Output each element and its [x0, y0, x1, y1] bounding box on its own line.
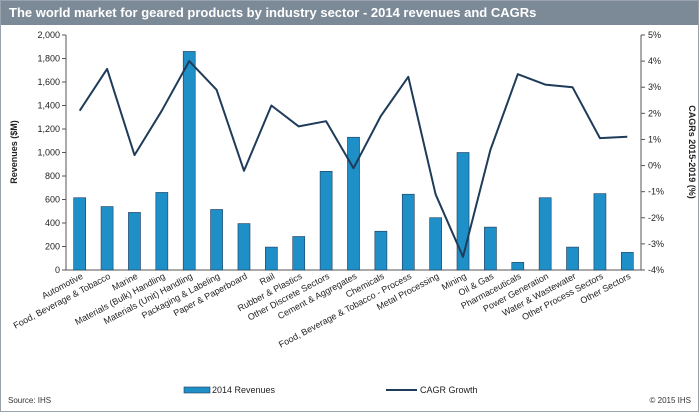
y-tick-label: 400 [45, 218, 60, 228]
bar-revenue [155, 192, 169, 271]
y2-tick-label: 2% [648, 108, 661, 118]
title-bar: The world market for geared products by … [1, 1, 698, 25]
bar-revenue [620, 252, 634, 271]
y2-tick-label: 4% [648, 56, 661, 66]
bar-revenue [401, 193, 415, 271]
y-tick-label: 1,600 [37, 77, 60, 87]
chart-title: The world market for geared products by … [9, 5, 537, 20]
bar-revenue [182, 51, 196, 271]
y2-tick-label: 0% [648, 161, 661, 171]
y2-tick-label: 3% [648, 82, 661, 92]
bar-revenue [128, 212, 141, 271]
legend-label-cagr: CAGR Growth [420, 385, 478, 395]
y-tick-label: 1,800 [37, 54, 60, 64]
y2-tick-label: 5% [648, 30, 661, 40]
y-tick-label: 2,000 [37, 30, 60, 40]
y-tick-label: 1,200 [37, 124, 60, 134]
bar-revenue [593, 193, 607, 271]
y2-tick-label: -3% [648, 239, 664, 249]
legend-label-revenues: 2014 Revenues [212, 385, 276, 395]
bar-revenue [538, 197, 552, 271]
y-tick-label: 0 [55, 265, 60, 275]
y-tick-label: 800 [45, 171, 60, 181]
bar-revenue [566, 246, 579, 271]
bars-layer [73, 51, 634, 271]
y-tick-label: 1,400 [37, 101, 60, 111]
line-layer [78, 60, 628, 258]
bar-revenue [292, 236, 306, 271]
bar-revenue [237, 223, 251, 271]
source-note: Source: IHS [8, 396, 51, 405]
y2-tick-label: -2% [648, 213, 664, 223]
y-tick-label: 1,000 [37, 148, 60, 158]
bar-revenue [456, 152, 470, 271]
bar-revenue [319, 171, 333, 271]
y2-tick-label: -4% [648, 265, 664, 275]
legend-swatch-revenues [183, 386, 211, 394]
y-axis-title: Revenues ($M) [9, 120, 19, 184]
bar-revenue [347, 136, 360, 271]
bar-revenue [210, 209, 223, 271]
bar-revenue [511, 262, 525, 271]
bar-revenue [100, 206, 114, 271]
y2-axis-title: CAGRs 2015-2019 (%) [687, 105, 697, 199]
bar-revenue [484, 226, 497, 271]
y2-tick-label: -1% [648, 187, 664, 197]
y-tick-label: 600 [45, 195, 60, 205]
line-cagr [78, 60, 628, 258]
bar-revenue [374, 230, 388, 271]
legend: 2014 Revenues CAGR Growth [183, 385, 478, 395]
copyright-note: © 2015 IHS [650, 396, 691, 405]
y-tick-label: 200 [45, 242, 60, 252]
bar-revenue [265, 246, 278, 271]
bar-revenue [73, 197, 87, 271]
y2-tick-label: 1% [648, 134, 661, 144]
bar-revenue [429, 217, 442, 271]
